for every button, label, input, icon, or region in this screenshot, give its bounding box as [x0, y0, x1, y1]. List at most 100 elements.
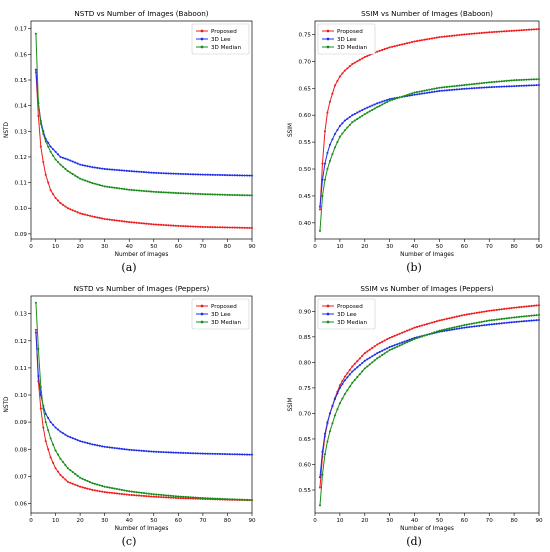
data-point	[473, 32, 476, 35]
data-point	[388, 349, 391, 352]
legend-label: 3D Lee	[337, 37, 357, 43]
data-point	[465, 87, 468, 90]
legend-label: 3D Median	[337, 45, 367, 51]
data-point	[403, 94, 406, 97]
data-point	[56, 453, 60, 456]
data-point	[49, 456, 52, 459]
data-point	[160, 172, 163, 175]
data-point	[523, 305, 526, 308]
x-axis-label: Number of Images	[400, 252, 454, 258]
data-point	[160, 496, 163, 499]
data-point	[250, 226, 254, 230]
data-point	[47, 141, 50, 144]
data-point	[137, 494, 141, 497]
data-point	[323, 432, 327, 435]
data-point	[98, 184, 101, 187]
series-line	[319, 78, 540, 231]
data-point	[93, 482, 96, 485]
data-point	[470, 312, 473, 315]
series-median	[318, 313, 541, 507]
data-point	[209, 173, 212, 176]
data-point	[381, 48, 384, 52]
data-point	[187, 496, 190, 499]
data-point	[495, 85, 498, 88]
data-point	[182, 451, 185, 455]
data-point	[440, 86, 443, 89]
data-point	[34, 328, 37, 331]
data-point	[376, 102, 379, 105]
chart-title: SSIM vs Number of Images (Peppers)	[360, 284, 493, 293]
data-point	[363, 107, 366, 110]
data-point	[475, 32, 478, 35]
data-point	[381, 103, 384, 106]
data-point	[54, 158, 57, 161]
data-point	[358, 58, 361, 61]
data-point	[167, 494, 170, 497]
legend-label: 3D Median	[211, 45, 241, 51]
data-point	[445, 317, 448, 320]
data-point	[98, 216, 101, 220]
data-point	[341, 383, 344, 386]
data-point	[478, 86, 481, 89]
data-point	[453, 316, 456, 319]
data-point	[123, 493, 126, 496]
data-point	[403, 340, 406, 343]
data-point	[443, 35, 446, 38]
data-point	[172, 494, 175, 498]
data-point	[500, 317, 503, 321]
data-point	[458, 88, 461, 91]
data-point	[363, 359, 366, 362]
data-point	[182, 172, 185, 176]
data-point	[214, 452, 217, 455]
legend-swatch-marker	[200, 45, 204, 49]
data-point	[110, 487, 114, 490]
data-point	[518, 320, 521, 323]
data-point	[378, 355, 381, 358]
data-point	[393, 344, 396, 347]
data-point	[351, 381, 354, 384]
data-point	[343, 392, 346, 396]
data-point	[219, 173, 222, 177]
data-point	[398, 344, 401, 347]
data-point	[537, 318, 541, 322]
data-point	[508, 29, 511, 33]
y-tick-label: 0.50	[299, 167, 312, 173]
data-point	[415, 93, 419, 96]
data-point	[162, 451, 165, 454]
data-point	[341, 72, 344, 75]
data-point	[142, 222, 146, 225]
data-point	[157, 191, 160, 194]
x-tick-label: 80	[511, 244, 519, 250]
data-point	[475, 325, 478, 328]
data-point	[189, 496, 192, 499]
data-point	[165, 191, 168, 194]
data-point	[530, 84, 533, 87]
data-point	[361, 361, 364, 365]
data-point	[216, 452, 219, 455]
legend-label: Proposed	[211, 304, 237, 310]
data-point	[49, 437, 52, 440]
data-point	[366, 106, 369, 109]
data-point	[91, 482, 94, 485]
data-point	[189, 173, 192, 176]
data-point	[338, 124, 341, 128]
data-point	[74, 174, 77, 177]
data-point	[103, 185, 106, 188]
y-tick-label: 0.08	[15, 447, 28, 453]
data-point	[513, 320, 516, 324]
data-point	[199, 225, 202, 228]
data-point	[423, 323, 426, 326]
legend-swatch-marker	[326, 320, 330, 324]
data-point	[187, 452, 190, 455]
data-point	[368, 110, 371, 113]
data-point	[150, 450, 153, 453]
data-point	[120, 492, 123, 496]
data-point	[103, 167, 106, 171]
data-point	[209, 452, 212, 455]
data-point	[182, 225, 185, 228]
data-point	[93, 215, 96, 218]
data-point	[443, 86, 446, 89]
x-tick-label: 80	[511, 518, 519, 524]
data-point	[115, 487, 118, 491]
data-point	[211, 173, 214, 176]
